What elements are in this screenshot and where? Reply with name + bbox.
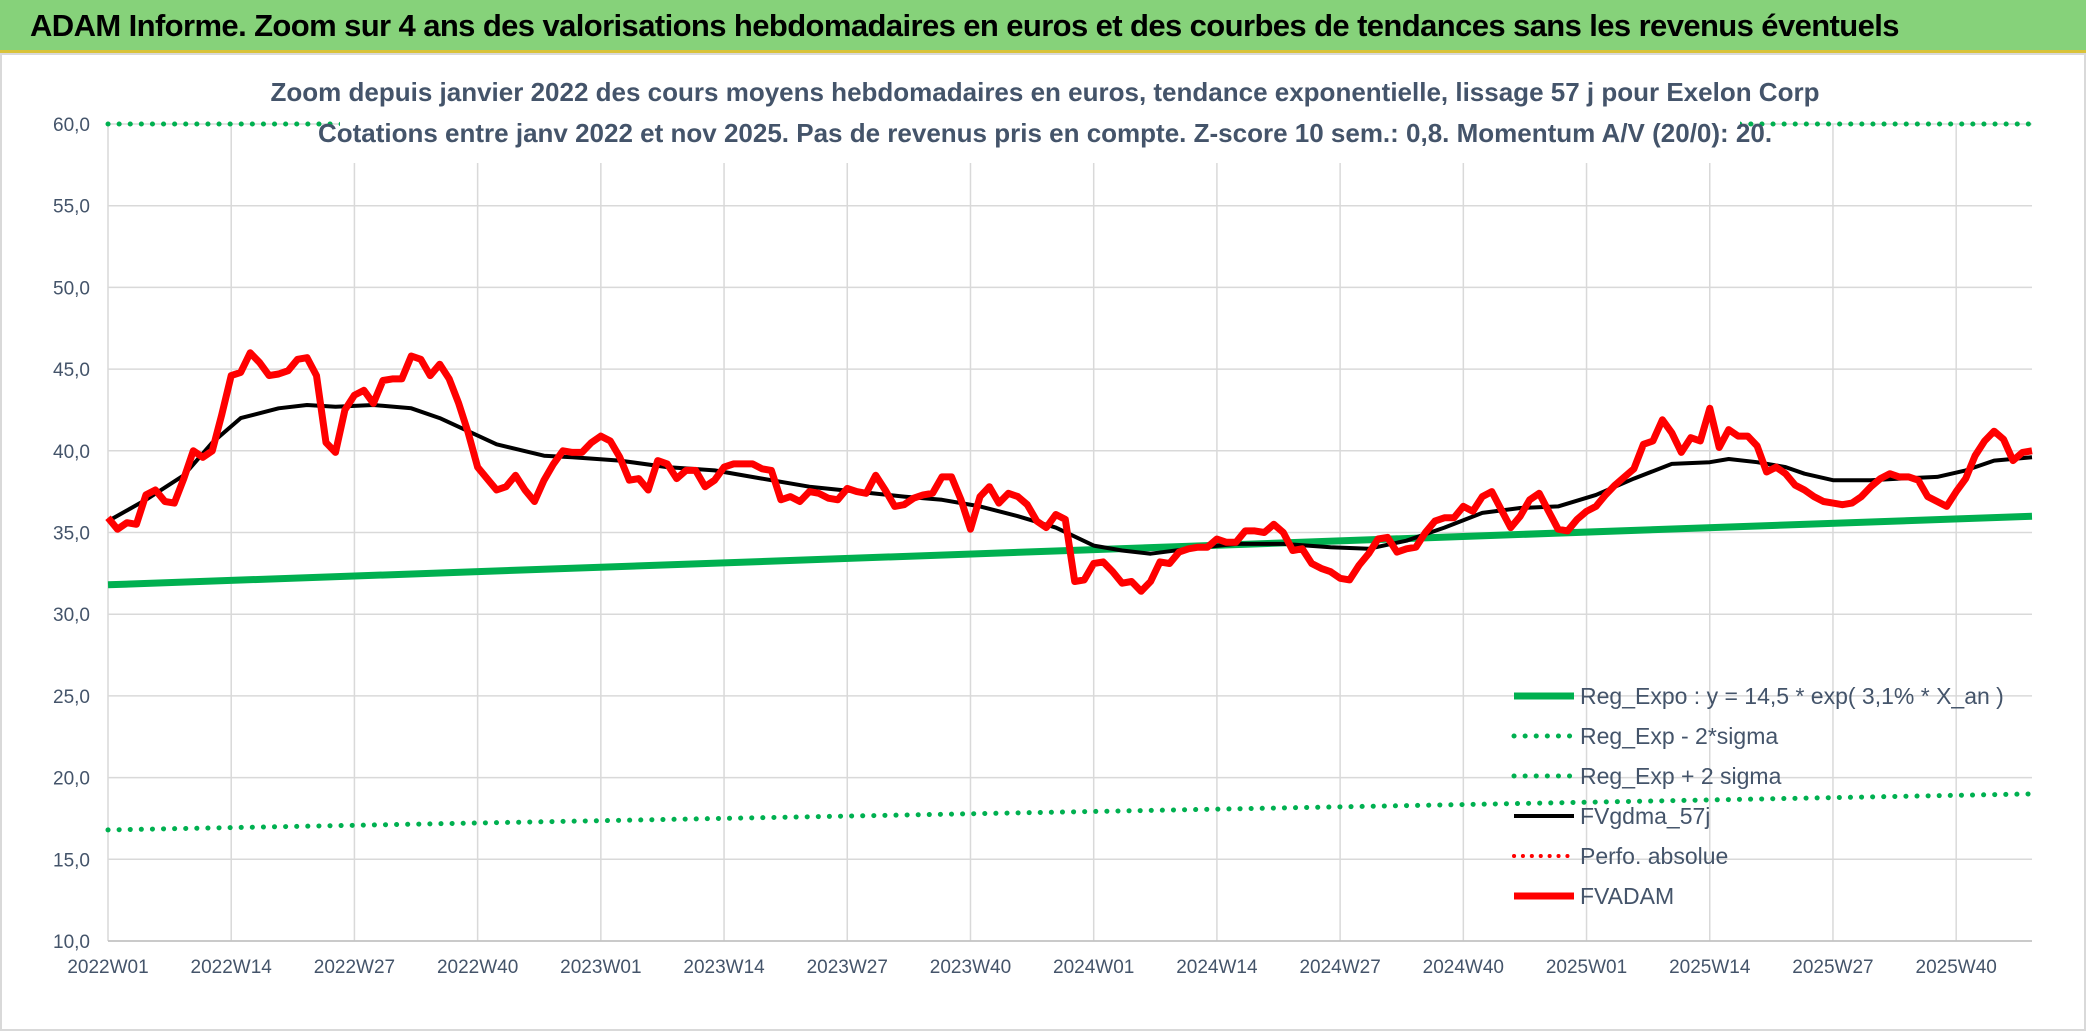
chart-title: Zoom depuis janvier 2022 des cours moyen… <box>271 71 1820 163</box>
y-tick-label: 20,0 <box>53 769 90 790</box>
legend-item: Reg_Expo : y = 14,5 * exp( 3,1% * X_an ) <box>1514 683 2004 709</box>
line-chart: 10,0 15,0 20,0 25,0 30,0 35,0 40,0 45,0 50,0 55,0… <box>53 71 2035 978</box>
legend-item: FVADAM <box>1514 883 1674 909</box>
banner-title: ADAM Informe. Zoom sur 4 ans des valoris… <box>30 8 1900 43</box>
legend-label: Perfo. absolue <box>1580 843 1728 869</box>
y-tick-label: 40,0 <box>53 442 90 463</box>
legend-item: Reg_Exp + 2 sigma <box>1511 763 1782 789</box>
x-tick-label: 2024W01 <box>1053 957 1134 978</box>
chart-title-background <box>340 71 1740 163</box>
legend-item: Reg_Exp - 2*sigma <box>1511 723 1778 749</box>
y-tick-label: 35,0 <box>53 524 90 545</box>
y-tick-label: 30,0 <box>53 605 90 626</box>
series-line-1 <box>105 791 2035 833</box>
y-tick-label: 55,0 <box>53 197 90 218</box>
legend-item: Perfo. absolue <box>1512 843 1728 869</box>
x-tick-label: 2022W40 <box>437 957 518 978</box>
x-tick-label: 2024W27 <box>1299 957 1380 978</box>
x-tick-label: 2024W40 <box>1423 957 1504 978</box>
legend-label: Reg_Expo : y = 14,5 * exp( 3,1% * X_an ) <box>1580 683 2004 709</box>
legend-label: FVADAM <box>1580 883 1674 909</box>
x-tick-label: 2025W40 <box>1916 957 1997 978</box>
y-tick-label: 25,0 <box>53 687 90 708</box>
legend-item: FVgdma_57j <box>1514 803 1710 829</box>
y-tick-label: 45,0 <box>53 360 90 381</box>
x-tick-label: 2022W27 <box>314 957 395 978</box>
x-tick-label: 2023W14 <box>683 957 765 978</box>
legend-label: Reg_Exp + 2 sigma <box>1580 763 1782 789</box>
legend-label: Reg_Exp - 2*sigma <box>1580 723 1778 749</box>
x-tick-label: 2024W14 <box>1176 957 1258 978</box>
x-tick-label: 2022W14 <box>191 957 273 978</box>
series-line-5 <box>105 349 2033 595</box>
x-tick-label: 2023W27 <box>807 957 888 978</box>
y-tick-label: 10,0 <box>53 932 90 953</box>
x-tick-label: 2022W01 <box>67 957 148 978</box>
y-tick-label: 50,0 <box>53 278 90 299</box>
legend: Reg_Expo : y = 14,5 * exp( 3,1% * X_an )… <box>1511 683 2004 909</box>
chart-title-line-1: Zoom depuis janvier 2022 des cours moyen… <box>271 77 1820 107</box>
legend-label: FVgdma_57j <box>1580 803 1710 829</box>
x-tick-label: 2025W27 <box>1792 957 1873 978</box>
x-tick-label: 2025W14 <box>1669 957 1751 978</box>
chart-area: 10,0 15,0 20,0 25,0 30,0 35,0 40,0 45,0 50,0 55,0… <box>0 53 2086 1031</box>
y-tick-label: 60,0 <box>53 115 90 136</box>
chart-title-line-2: Cotations entre janv 2022 et nov 2025. P… <box>318 118 1772 148</box>
x-tick-label: 2023W01 <box>560 957 641 978</box>
y-tick-label: 15,0 <box>53 850 90 871</box>
x-tick-label: 2023W40 <box>930 957 1011 978</box>
x-tick-label: 2025W01 <box>1546 957 1627 978</box>
header-banner: ADAM Informe. Zoom sur 4 ans des valoris… <box>0 0 2086 53</box>
